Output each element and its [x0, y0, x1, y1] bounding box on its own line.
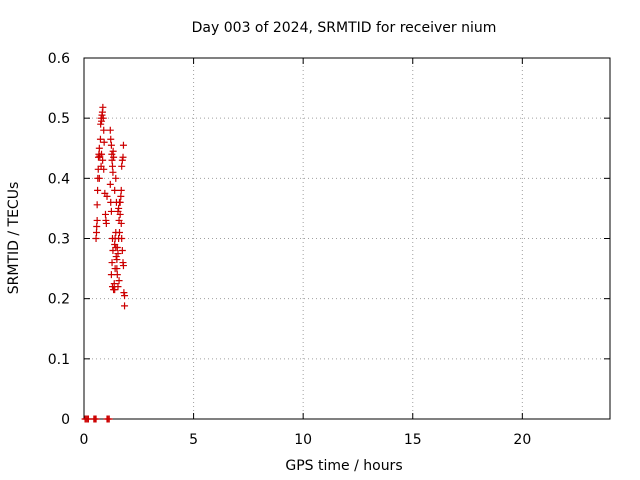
- data-point: [112, 174, 120, 182]
- data-point: [107, 141, 115, 149]
- data-point: [114, 283, 122, 291]
- data-points: [81, 103, 129, 423]
- y-tick-label: 0.3: [48, 232, 70, 248]
- data-point: [116, 210, 124, 218]
- data-point: [93, 216, 101, 224]
- data-point: [93, 222, 101, 230]
- data-point: [117, 219, 125, 227]
- data-point: [108, 259, 116, 267]
- data-point: [117, 192, 125, 200]
- data-point: [109, 168, 117, 176]
- y-tick-label: 0.6: [48, 51, 70, 67]
- x-tick-label: 0: [80, 432, 89, 448]
- y-tick-label: 0.2: [48, 292, 70, 308]
- data-point: [106, 126, 114, 134]
- y-axis-label: SRMTID / TECUs: [6, 182, 22, 295]
- data-point: [112, 228, 120, 236]
- data-point: [113, 244, 121, 252]
- y-tick-label: 0.4: [48, 171, 70, 187]
- y-tick-label: 0.5: [48, 111, 70, 127]
- data-point: [120, 289, 128, 297]
- data-point: [108, 156, 116, 164]
- data-point: [118, 247, 126, 255]
- data-point: [94, 186, 102, 194]
- data-point: [118, 156, 126, 164]
- data-point: [108, 162, 116, 170]
- data-point: [119, 153, 127, 161]
- data-point: [92, 235, 100, 242]
- grid-lines: [84, 58, 610, 419]
- data-point: [110, 153, 118, 161]
- data-point: [115, 277, 123, 285]
- data-point: [100, 126, 108, 134]
- data-point: [107, 271, 115, 279]
- data-point: [119, 262, 127, 270]
- x-tick-labels: 0 5 10 15 20: [80, 432, 532, 448]
- data-point: [93, 201, 101, 209]
- data-point: [95, 144, 103, 152]
- x-tick-label: 10: [294, 432, 312, 448]
- x-tick-label: 5: [189, 432, 198, 448]
- data-point: [107, 207, 115, 215]
- data-point: [97, 120, 105, 128]
- y-tick-labels: 0 0.1 0.2 0.3 0.4 0.5 0.6: [48, 51, 70, 428]
- data-point: [117, 186, 125, 194]
- data-point: [106, 180, 114, 188]
- data-point: [111, 186, 119, 194]
- data-point: [99, 156, 107, 164]
- data-point: [103, 192, 111, 200]
- data-point: [113, 271, 121, 279]
- y-tick-label: 0: [61, 412, 70, 428]
- data-point: [97, 162, 105, 170]
- axis-ticks: [83, 57, 610, 420]
- data-point: [115, 235, 123, 242]
- data-point: [107, 135, 115, 143]
- data-point: [115, 204, 123, 212]
- data-point: [98, 150, 106, 158]
- data-point: [99, 103, 107, 111]
- data-point: [114, 250, 122, 258]
- data-point: [119, 141, 127, 149]
- data-point: [111, 265, 119, 273]
- data-point: [102, 219, 110, 227]
- data-point: [111, 286, 119, 294]
- x-axis-label: GPS time / hours: [285, 458, 402, 474]
- x-tick-label: 15: [404, 432, 422, 448]
- data-point: [105, 415, 113, 423]
- data-point: [100, 138, 108, 146]
- data-point: [121, 292, 129, 300]
- data-point: [121, 302, 129, 310]
- data-point: [99, 114, 107, 122]
- data-point: [96, 135, 104, 143]
- data-point: [113, 256, 121, 264]
- data-point: [92, 228, 100, 236]
- data-point: [118, 162, 126, 170]
- data-point: [92, 415, 100, 423]
- data-point: [109, 147, 117, 155]
- data-point: [95, 174, 103, 182]
- data-point: [112, 198, 120, 206]
- data-point: [110, 280, 118, 288]
- chart-title: Day 003 of 2024, SRMTID for receiver niu…: [192, 20, 497, 36]
- x-tick-label: 20: [513, 432, 531, 448]
- y-tick-label: 0.1: [48, 352, 70, 368]
- data-point: [101, 210, 109, 218]
